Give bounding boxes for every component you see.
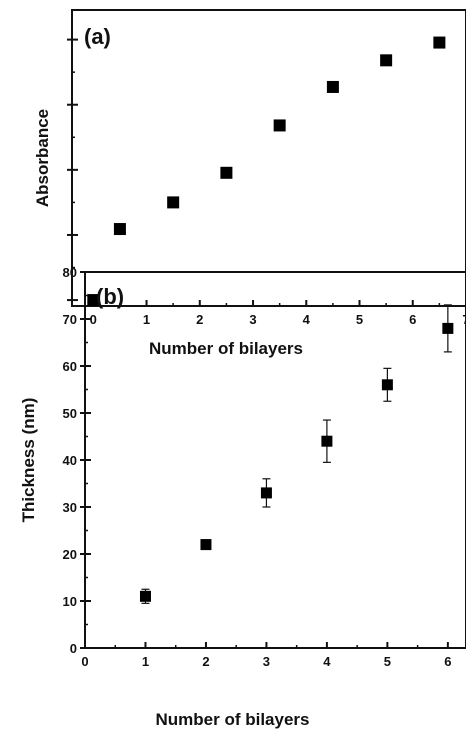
data-point	[273, 119, 286, 132]
x-axis-title: Number of bilayers	[149, 339, 303, 358]
x-tick-label: 3	[249, 312, 256, 327]
x-tick-label: 6	[409, 312, 416, 327]
data-point	[380, 54, 393, 67]
panel-a: 0 1 2 3 4 5 6 7 Number of bilayers Absorbance (a)	[33, 9, 466, 358]
x-tick-label: 4	[303, 312, 311, 327]
x-tick-label: 2	[196, 312, 203, 327]
x-tick-label: 0	[90, 312, 97, 327]
data-point	[381, 379, 393, 391]
x-tick-label: 1	[143, 312, 150, 327]
x-axis-title: Number of bilayers	[156, 710, 310, 729]
panel-label: (b)	[96, 284, 124, 309]
y-tick-label: 10	[63, 594, 77, 609]
data-point	[220, 166, 233, 179]
y-tick-label: 60	[63, 359, 77, 374]
x-tick-label: 4	[323, 654, 331, 669]
data-point	[167, 196, 180, 209]
x-tick-label: 0	[81, 654, 88, 669]
data-point	[321, 435, 333, 447]
y-tick-label: 80	[63, 265, 77, 280]
y-axis-title: Absorbance	[33, 109, 52, 207]
y-axis-title: Thickness (nm)	[19, 398, 38, 523]
data-point	[139, 590, 151, 602]
x-tick-label: 6	[444, 654, 451, 669]
data-point	[260, 487, 272, 499]
x-tick-label: 7	[462, 312, 466, 327]
y-tick-label: 70	[63, 312, 77, 327]
panel-label: (a)	[84, 24, 111, 49]
plot-frame	[71, 9, 466, 307]
y-tick-label: 30	[63, 500, 77, 515]
data-point	[200, 539, 212, 551]
data-point	[326, 80, 339, 93]
x-tick-label: 2	[202, 654, 209, 669]
y-tick-label: 20	[63, 547, 77, 562]
x-tick-label: 5	[356, 312, 363, 327]
data-point	[442, 322, 454, 334]
x-tick-label: 1	[142, 654, 149, 669]
y-tick-label: 0	[70, 641, 77, 656]
data-point	[113, 223, 126, 236]
x-tick-label: 5	[384, 654, 391, 669]
y-tick-label: 40	[63, 453, 77, 468]
y-tick-label: 50	[63, 406, 77, 421]
data-point	[433, 36, 446, 49]
data-point	[87, 294, 100, 307]
x-tick-label: 3	[263, 654, 270, 669]
